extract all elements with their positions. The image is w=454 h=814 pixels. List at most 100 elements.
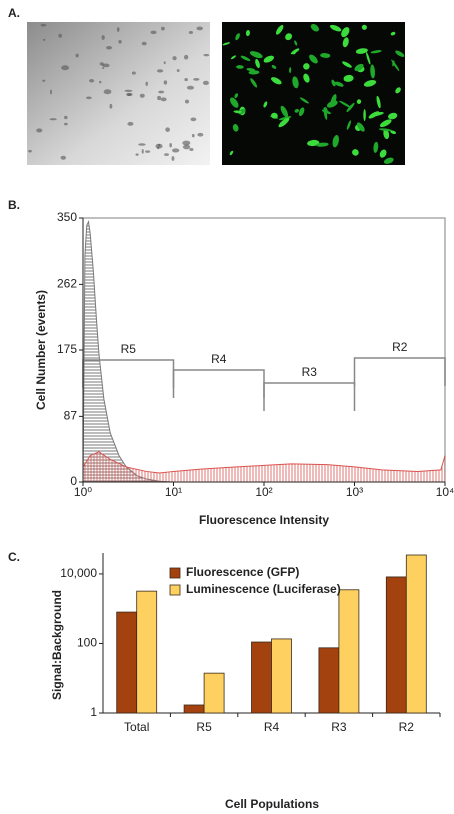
cell <box>42 79 46 82</box>
gate-bracket <box>263 382 356 411</box>
cell <box>240 55 251 62</box>
bar <box>203 672 225 714</box>
cell <box>332 134 339 148</box>
cell <box>64 122 68 126</box>
cell <box>294 40 298 46</box>
cell <box>184 99 190 104</box>
cell <box>164 153 169 156</box>
cell <box>355 48 368 54</box>
cell <box>158 90 165 94</box>
cell <box>383 157 394 164</box>
cell <box>271 112 278 119</box>
bar <box>385 576 407 714</box>
x-tick-label: 10⁰ <box>74 485 92 499</box>
x-tick-label: 10² <box>255 485 272 499</box>
cell <box>163 61 166 65</box>
cell <box>61 65 70 71</box>
cell <box>292 76 299 89</box>
cell <box>118 39 122 44</box>
cell <box>189 147 194 151</box>
cell <box>263 101 268 108</box>
cell <box>289 67 292 74</box>
cell <box>42 38 46 41</box>
y-axis-title: Signal:Background <box>50 590 64 700</box>
cell <box>99 62 104 66</box>
cells <box>28 23 405 164</box>
cell <box>310 24 320 32</box>
cell <box>390 31 396 36</box>
cell <box>28 149 32 153</box>
cell <box>383 128 390 140</box>
y-tick-label: 10,000 <box>60 566 97 580</box>
cell <box>341 27 350 38</box>
cell <box>352 149 359 156</box>
cell <box>141 41 147 46</box>
cell <box>193 77 200 81</box>
bar <box>136 590 158 714</box>
cell <box>184 54 189 60</box>
gate-label: R5 <box>121 342 137 356</box>
cell <box>230 97 239 108</box>
cell <box>40 23 47 27</box>
cell <box>294 108 299 113</box>
x-tick-label: 10¹ <box>165 485 182 499</box>
cell <box>248 70 260 75</box>
cell <box>86 96 92 100</box>
cell <box>176 69 180 72</box>
cell <box>363 109 366 122</box>
x-axis-title: Fluorescence Intensity <box>199 513 329 527</box>
cell <box>363 79 377 87</box>
cell <box>36 128 43 133</box>
cell <box>292 50 296 55</box>
cell <box>235 33 240 41</box>
y-axis-title: Cell Number (events) <box>34 290 48 410</box>
cell <box>49 118 57 121</box>
x-tick-label: 10³ <box>346 485 363 499</box>
cell <box>229 150 234 156</box>
bar <box>116 611 138 714</box>
brightfield-image <box>27 22 210 165</box>
panel-label: C. <box>8 550 20 564</box>
cell <box>101 35 105 40</box>
gate-label: R2 <box>392 340 408 354</box>
cell <box>339 100 351 108</box>
cell <box>157 95 162 101</box>
cell <box>160 97 167 102</box>
cell <box>156 69 164 73</box>
cell <box>106 45 113 50</box>
cell <box>161 26 165 31</box>
cell <box>99 80 102 84</box>
cell <box>145 150 151 153</box>
bar <box>183 704 205 714</box>
cell <box>236 65 244 69</box>
cell <box>139 93 145 98</box>
cell <box>391 59 400 72</box>
cell <box>103 89 112 95</box>
cell <box>165 127 170 132</box>
cell <box>141 148 144 154</box>
cell <box>169 142 172 148</box>
cell <box>127 121 134 126</box>
cell <box>356 99 362 105</box>
y-tick-label: 175 <box>57 342 77 356</box>
cell <box>58 33 63 38</box>
cell <box>271 77 282 85</box>
cell <box>316 142 329 147</box>
cell <box>145 81 148 86</box>
cell <box>126 92 133 96</box>
cell <box>307 139 320 147</box>
cell <box>299 97 309 104</box>
cell <box>171 148 180 153</box>
cell <box>116 27 120 32</box>
cell <box>343 74 354 82</box>
cell <box>182 144 191 150</box>
cell <box>303 73 310 83</box>
x-tick-label: R4 <box>264 720 280 734</box>
cell <box>331 79 336 87</box>
x-tick-label: R2 <box>399 720 415 734</box>
cell <box>271 65 277 69</box>
cell <box>249 51 263 59</box>
x-tick-label: R3 <box>331 720 347 734</box>
cell <box>232 124 239 132</box>
